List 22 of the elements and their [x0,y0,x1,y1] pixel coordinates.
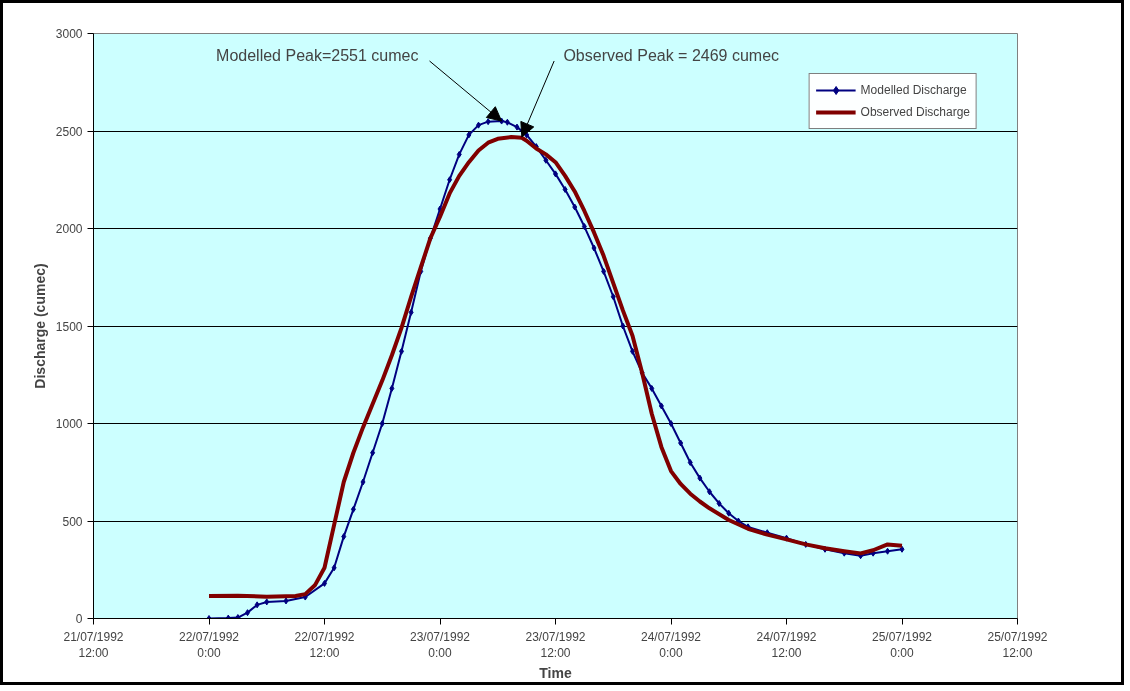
y-tick-label: 0 [75,612,83,626]
y-tick-label: 500 [62,514,83,529]
y-tick-label: 3000 [55,27,83,41]
x-tick-label: 21/07/1992 12:00 [63,629,124,661]
annotation: Observed Peak = 2469 cumec [563,46,780,64]
x-tick-label: 23/07/1992 0:00 [409,629,471,661]
y-tick-label: 2500 [55,124,83,139]
x-tick-label: 25/07/1992 0:00 [871,629,933,661]
y-tick-label: 1000 [55,417,83,431]
x-tick-label: 24/07/1992 0:00 [640,629,702,661]
x-tick-label: 22/07/1992 12:00 [294,629,355,661]
legend-label: Observed Discharge [860,105,970,119]
y-tick-label: 2000 [55,222,83,236]
x-tick-label: 24/07/1992 12:00 [756,629,817,661]
y-tick-label: 1500 [55,319,83,334]
annotation: Modelled Peak=2551 cumec [216,46,419,64]
y-axis-title: Discharge (cumec) [31,263,48,389]
x-tick-label: 22/07/1992 0:00 [178,629,240,661]
legend-label: Modelled Discharge [860,83,967,97]
x-tick-label: 23/07/1992 12:00 [525,629,586,661]
x-axis-title: Time [539,665,572,682]
x-tick-label: 25/07/1992 12:00 [987,629,1048,661]
